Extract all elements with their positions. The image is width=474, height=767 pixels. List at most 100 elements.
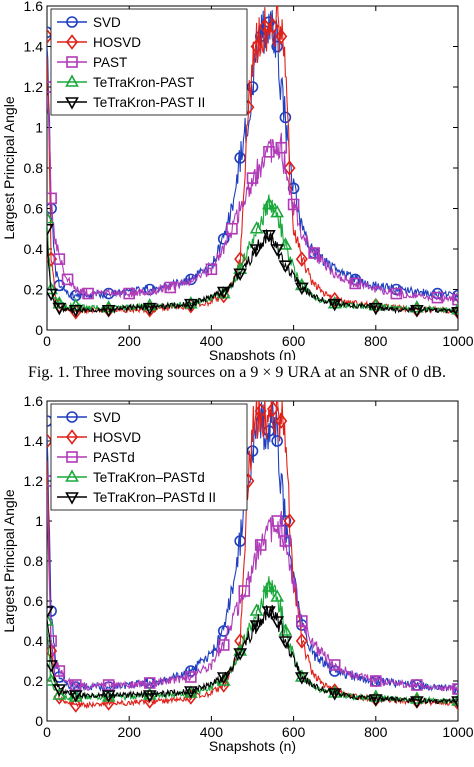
data-point [294,282,309,296]
data-point [278,636,293,649]
y-axis-label: Largest Principal Angle [1,489,17,632]
data-point [369,675,382,687]
legend-marker [65,469,79,482]
data-point [246,172,259,184]
data-point [267,401,280,417]
data-point [254,539,267,551]
legend-marker [66,411,78,423]
data-point [183,298,198,312]
data-point [287,198,300,211]
data-point [327,688,342,701]
x-tick-label: 600 [282,724,306,740]
legend-label: PAST [93,55,127,70]
data-point [249,603,264,616]
data-point [246,81,259,93]
data-point [101,690,116,703]
legend-label: TeTraKron-PAST [93,75,194,90]
legend-marker [65,34,79,50]
data-point [68,304,83,318]
data-point [238,585,251,597]
data-point [368,302,383,316]
data-point [283,513,296,529]
data-point [250,38,263,55]
data-point [47,28,54,45]
legend-label: TeTraKron–PASTd [93,470,205,485]
legend-marker [65,492,79,505]
legend-label: SVD [93,410,121,425]
data-point [47,605,57,617]
data-point [368,694,383,707]
data-point [275,28,288,45]
data-point [263,146,275,158]
data-point [47,223,54,237]
data-point [279,535,292,547]
chart-bottom: 0 200 400 600 800 1000 0 0.2 0.4 0.6 0.8 1 1.2 1.4 1.6… [1,395,474,754]
data-point [47,288,58,302]
data-point [451,696,458,709]
data-point [262,196,276,210]
data-point [410,300,424,313]
legend-label: HOSVD [93,430,141,445]
x-tick-label: 0 [43,724,51,740]
data-point [185,671,197,683]
data-point [410,691,424,704]
legend-marker [65,97,79,110]
y-tick-label: 0.6 [24,201,44,217]
y-tick-label: 1.6 [24,0,44,14]
y-tick-label: 1.4 [24,39,44,55]
data-point [279,111,292,124]
data-point [217,233,230,245]
data-point [368,689,383,702]
data-point [123,287,135,300]
data-point [283,160,296,176]
data-point [249,244,264,257]
data-point [328,291,341,308]
data-point [142,690,157,703]
data-point [52,687,67,700]
data-point [278,260,293,273]
data-point [69,697,82,713]
data-point [226,222,238,235]
data-point [267,18,280,35]
data-point [328,659,341,671]
data-point [52,684,67,697]
legend-label: TeTraKron–PASTd II [93,490,216,505]
data-point [246,445,259,457]
data-point [270,589,285,602]
series-tetrakron-pastd-ii [47,604,458,709]
data-point [101,300,116,313]
data-point [47,433,54,449]
series-line [47,95,458,304]
y-tick-label: 1.6 [24,395,44,409]
data-point [53,665,66,677]
data-point [451,302,458,315]
data-point [451,693,458,706]
y-tick-label: 0 [35,322,43,338]
legend-marker [66,16,78,28]
legend-label: PASTd [93,450,135,465]
data-point [47,192,57,205]
data-point [308,247,320,259]
data-point [101,304,116,318]
data-point [47,606,54,619]
y-tick-label: 0.6 [24,593,44,609]
x-tick-label: 800 [364,724,388,740]
y-tick-label: 0.2 [24,282,44,298]
data-point [47,660,58,673]
y-tick-label: 1.2 [24,473,44,489]
data-point [295,251,308,267]
data-point [183,686,198,699]
y-tick-label: 0.8 [24,553,44,569]
y-tick-label: 0 [35,713,43,729]
data-point [390,287,403,300]
data-point [82,287,94,300]
data-point [53,253,66,265]
data-point [294,672,309,685]
y-tick-label: 0.4 [24,241,44,257]
legend: SVD HOSVD PAST TeTraKron-PAST TeTraKron-PAST… [50,8,248,116]
y-tick-label: 1 [35,513,43,529]
data-point [47,281,58,295]
data-point [52,302,67,316]
y-tick-label: 1.4 [24,433,44,449]
x-tick-label: 200 [118,333,142,349]
